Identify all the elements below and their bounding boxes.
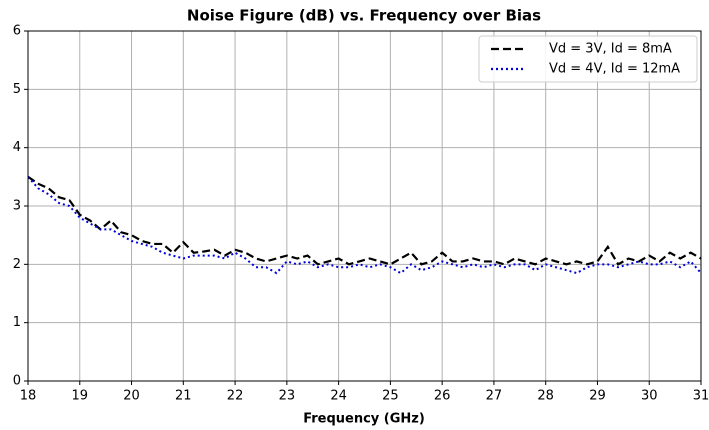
x-tick-label: 31	[693, 389, 709, 404]
x-tick-label: 29	[589, 389, 606, 404]
y-tick-label: 1	[13, 315, 21, 330]
y-tick-label: 3	[13, 199, 21, 214]
x-tick-label: 24	[330, 389, 347, 404]
chart-title: Noise Figure (dB) vs. Frequency over Bia…	[187, 7, 541, 25]
legend-label: Vd = 3V, Id = 8mA	[549, 42, 672, 57]
plot-frame	[27, 30, 702, 382]
x-tick-label: 27	[486, 389, 503, 404]
x-tick-label: 20	[123, 389, 140, 404]
y-tick-label: 6	[13, 24, 21, 39]
legend-box	[478, 35, 698, 83]
y-tick-label: 2	[13, 257, 21, 272]
legend-label: Vd = 4V, Id = 12mA	[549, 62, 680, 77]
y-tick-label: 5	[13, 82, 21, 97]
x-tick-label: 25	[382, 389, 399, 404]
x-tick-label: 28	[537, 389, 554, 404]
x-axis-label: Frequency (GHz)	[303, 412, 425, 427]
x-tick-label: 23	[279, 389, 296, 404]
x-tick-label: 30	[641, 389, 658, 404]
x-tick-label: 19	[71, 389, 88, 404]
x-tick-label: 22	[227, 389, 244, 404]
series-line	[28, 175, 701, 266]
x-tick-label: 26	[434, 389, 451, 404]
series-line	[28, 176, 701, 275]
x-tick-label: 21	[175, 389, 192, 404]
x-tick-label: 18	[20, 389, 37, 404]
y-tick-label: 4	[13, 140, 21, 155]
y-tick-label: 0	[13, 374, 21, 389]
